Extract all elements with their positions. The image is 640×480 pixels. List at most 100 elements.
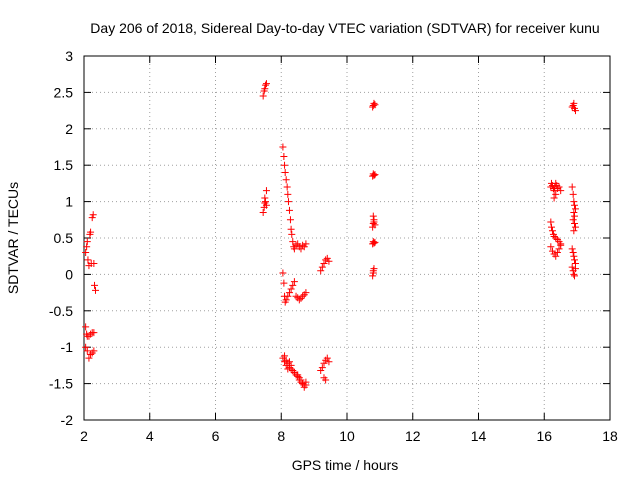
data-point [570, 201, 578, 209]
data-point [369, 272, 377, 280]
data-point [323, 254, 331, 262]
data-point [322, 256, 330, 264]
data-point [83, 347, 91, 355]
data-point [570, 99, 578, 107]
data-point [325, 358, 333, 366]
x-tick-label: 10 [339, 428, 355, 444]
x-tick-label: 16 [536, 428, 552, 444]
data-point [325, 257, 333, 265]
x-tick-label: 8 [277, 428, 285, 444]
data-point [553, 249, 561, 257]
data-point [89, 211, 97, 219]
data-point [323, 354, 331, 362]
x-tick-label: 2 [80, 428, 88, 444]
y-tick-label: 0.5 [54, 230, 74, 246]
y-tick-label: 0 [65, 266, 73, 282]
data-point [299, 241, 307, 249]
data-point [281, 168, 289, 176]
axis-ticks [83, 55, 611, 421]
plot-frame [83, 55, 611, 421]
data-point [568, 183, 576, 191]
data-points [82, 80, 579, 391]
y-tick-labels: -2 -1.5 -1 -0.5 0 0.5 1 1.5 2 2.5 3 [49, 48, 73, 428]
data-point [261, 81, 269, 89]
data-point [290, 245, 298, 253]
data-point [284, 365, 292, 373]
data-point [87, 228, 95, 236]
data-point [555, 245, 563, 253]
data-point [294, 371, 302, 379]
data-point [569, 216, 577, 224]
data-point [284, 292, 292, 300]
data-point [87, 350, 95, 358]
y-tick-label: 2 [65, 121, 73, 137]
data-point [318, 263, 326, 271]
y-tick-label: 1.5 [54, 157, 74, 173]
data-point [82, 343, 90, 351]
data-point [569, 190, 577, 198]
x-tick-label: 18 [602, 428, 618, 444]
x-axis-label: GPS time / hours [292, 457, 399, 473]
data-point [262, 80, 270, 88]
data-point [552, 234, 560, 242]
data-point [88, 214, 96, 222]
x-tick-label: 6 [212, 428, 220, 444]
data-point [292, 292, 300, 300]
data-point [555, 183, 563, 191]
data-point [262, 187, 270, 195]
data-point [259, 209, 267, 217]
data-point [262, 201, 270, 209]
data-point [370, 99, 378, 107]
y-tick-label: -0.5 [49, 303, 73, 319]
data-point [280, 152, 288, 160]
data-point [369, 238, 377, 246]
y-tick-label: -1 [61, 339, 74, 355]
data-point [300, 243, 308, 251]
data-point [279, 354, 287, 362]
data-point [288, 230, 296, 238]
data-point [370, 239, 378, 247]
data-point [82, 323, 90, 331]
y-tick-label: -1.5 [49, 376, 73, 392]
y-axis-label: SDTVAR / TECUs [5, 182, 21, 294]
data-point [289, 281, 297, 289]
data-point [92, 286, 100, 294]
y-tick-label: 3 [65, 48, 73, 64]
data-point [259, 92, 267, 100]
data-point [280, 279, 288, 287]
data-point [300, 381, 308, 389]
data-point [83, 238, 91, 246]
data-point [284, 190, 292, 198]
data-point [287, 361, 295, 369]
data-point [570, 270, 578, 278]
data-point [322, 376, 330, 384]
data-point [261, 194, 269, 202]
data-point [552, 190, 560, 198]
data-point [317, 366, 325, 374]
data-point [284, 198, 292, 206]
data-point [279, 143, 287, 151]
data-point [570, 198, 578, 206]
data-point [320, 259, 328, 267]
data-point [287, 285, 295, 293]
data-point [282, 296, 290, 304]
data-point [281, 161, 289, 169]
data-point [261, 198, 269, 206]
data-point [571, 223, 579, 231]
data-point [290, 278, 298, 286]
data-point [570, 209, 578, 217]
data-point [571, 205, 579, 213]
y-tick-label: 2.5 [54, 84, 74, 100]
data-point [261, 85, 269, 93]
data-point [571, 265, 579, 273]
data-point [282, 176, 290, 184]
data-point [371, 238, 379, 246]
data-point [87, 330, 95, 338]
data-point [279, 269, 287, 277]
data-point [371, 101, 379, 109]
data-point [90, 347, 98, 355]
data-point [569, 249, 577, 257]
data-point [369, 212, 377, 220]
x-tick-label: 12 [405, 428, 421, 444]
